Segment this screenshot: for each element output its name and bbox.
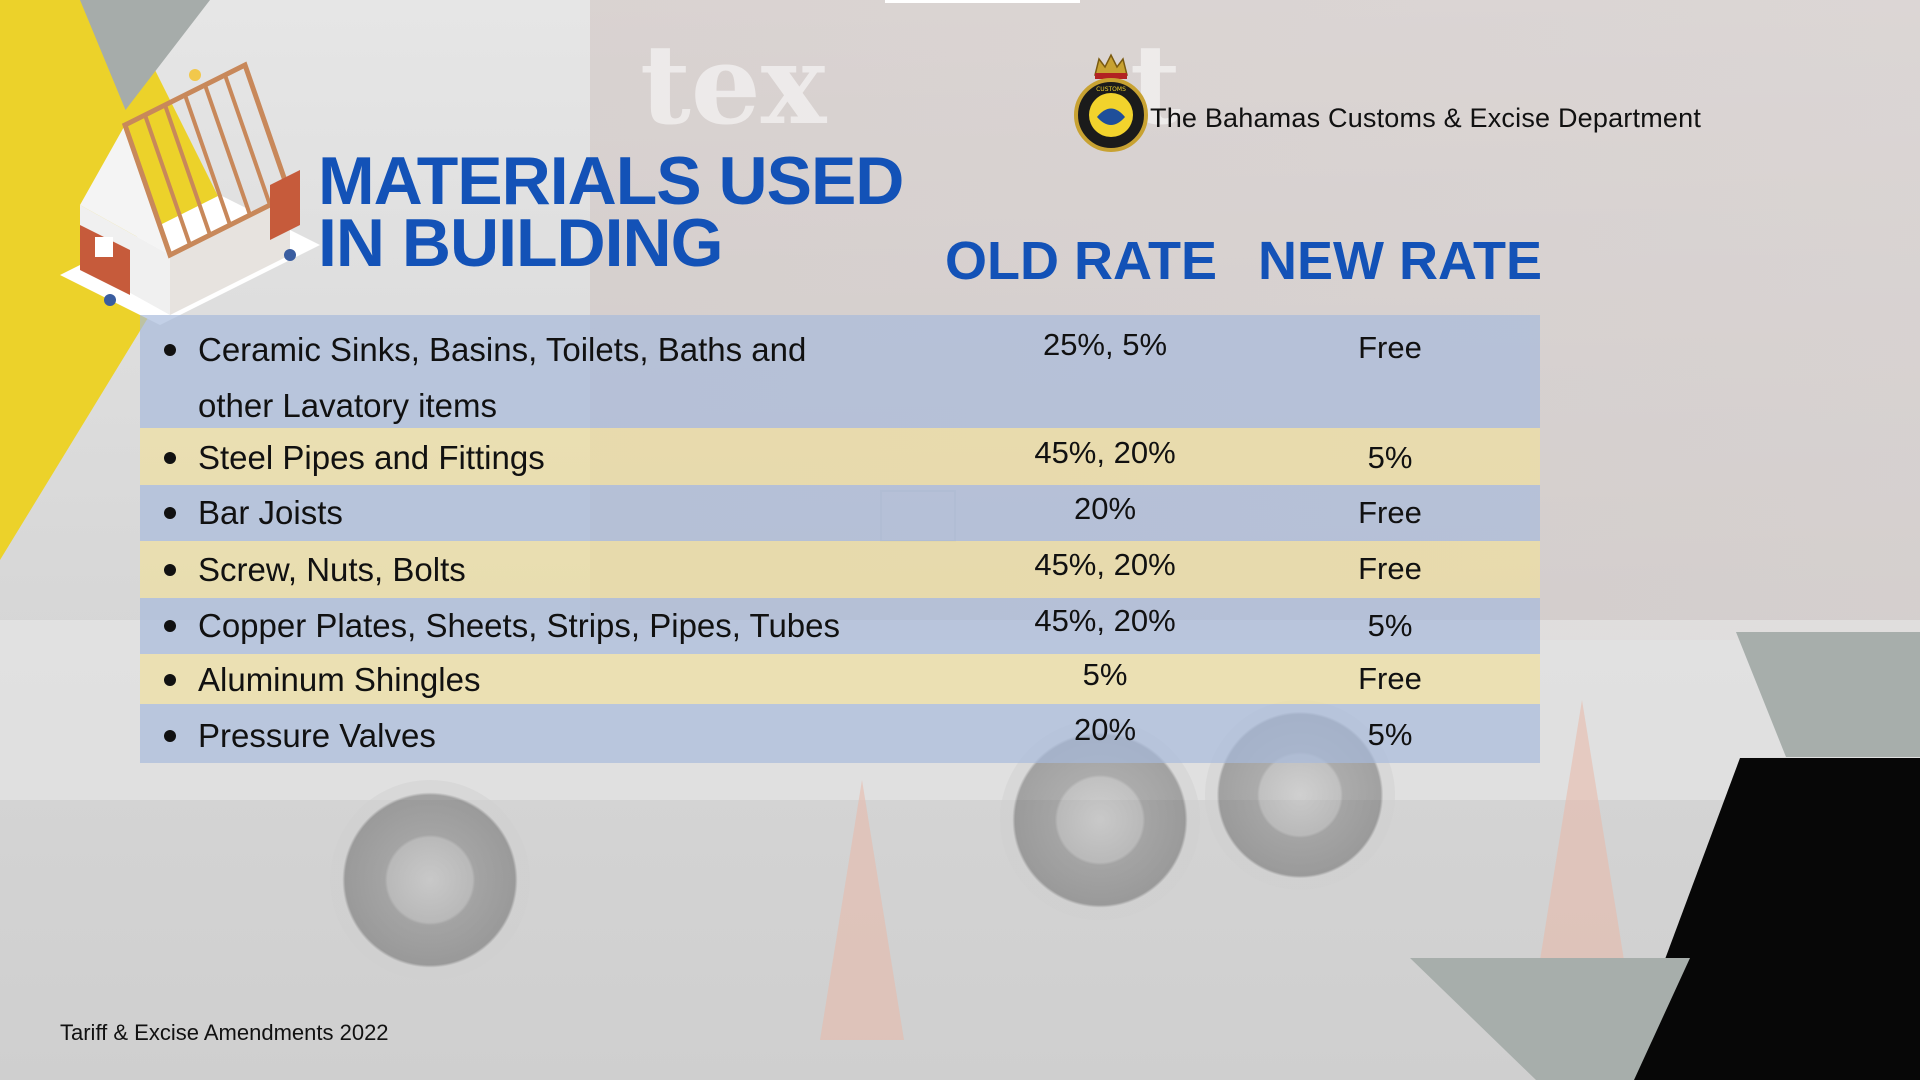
top-accent-bar [885, 0, 1080, 3]
bullet-icon [164, 344, 176, 356]
old-rate: 45%, 20% [1034, 603, 1176, 638]
new-rate-header: NEW RATE [1258, 231, 1542, 291]
traffic-cone [820, 780, 904, 1040]
old-rate: 20% [1073, 712, 1137, 747]
item-name: Pressure Valves [198, 717, 436, 754]
house-construction-icon [60, 61, 320, 325]
old-rate-header: OLD RATE [945, 231, 1217, 291]
old-rate: 25%, 5% [1042, 327, 1168, 362]
new-rate: 5% [1367, 608, 1413, 643]
bullet-icon [164, 730, 176, 742]
table-row: Screw, Nuts, Bolts 45%, 20% Free [140, 541, 1540, 598]
bullet-icon [164, 674, 176, 686]
table-row: Bar Joists 20% Free [140, 485, 1540, 541]
old-rate: 45%, 20% [1034, 547, 1176, 582]
new-rate: 5% [1367, 440, 1413, 475]
old-rate: 45%, 20% [1034, 435, 1176, 470]
item-line: Ceramic Sinks, Basins, Toilets, Baths an… [198, 331, 807, 368]
item-name: Bar Joists [198, 494, 343, 531]
rates-table: Ceramic Sinks, Basins, Toilets, Baths an… [140, 315, 1540, 763]
svg-text:CUSTOMS: CUSTOMS [1096, 86, 1126, 93]
traffic-cone [1540, 700, 1624, 960]
title-line-1: MATERIALS USED [318, 143, 904, 219]
new-rate: Free [1358, 661, 1422, 696]
item-name: Screw, Nuts, Bolts [198, 551, 466, 588]
customs-crest-icon: CUSTOMS [1074, 53, 1148, 152]
table-row: Pressure Valves 20% 5% [140, 704, 1540, 763]
new-rate: Free [1358, 495, 1422, 530]
title-line-2: IN BUILDING [318, 205, 724, 281]
table-row: Aluminum Shingles 5% Free [140, 654, 1540, 704]
bullet-icon [164, 620, 176, 632]
new-rate: Free [1358, 551, 1422, 586]
item-name: Aluminum Shingles [198, 661, 481, 698]
item-name: Steel Pipes and Fittings [198, 439, 545, 476]
bullet-icon [164, 452, 176, 464]
item-name: Copper Plates, Sheets, Strips, Pipes, Tu… [198, 607, 841, 644]
table-row: Copper Plates, Sheets, Strips, Pipes, Tu… [140, 598, 1540, 654]
department-name: The Bahamas Customs & Excise Department [1150, 103, 1702, 133]
old-rate: 20% [1073, 491, 1137, 526]
truck-wheel [330, 780, 530, 980]
page-title: MATERIALS USED IN BUILDING [318, 143, 904, 281]
old-rate: 5% [1082, 657, 1128, 692]
item-name: Ceramic Sinks, Basins, Toilets, Baths an… [198, 322, 806, 434]
table-row: Ceramic Sinks, Basins, Toilets, Baths an… [140, 315, 1540, 428]
item-line: other Lavatory items [198, 387, 497, 424]
bullet-icon [164, 507, 176, 519]
container-text: tex [640, 20, 827, 149]
footer-text: Tariff & Excise Amendments 2022 [60, 1020, 389, 1045]
bullet-icon [164, 564, 176, 576]
table-row: Steel Pipes and Fittings 45%, 20% 5% [140, 428, 1540, 485]
new-rate: 5% [1367, 717, 1413, 752]
new-rate: Free [1358, 330, 1422, 365]
